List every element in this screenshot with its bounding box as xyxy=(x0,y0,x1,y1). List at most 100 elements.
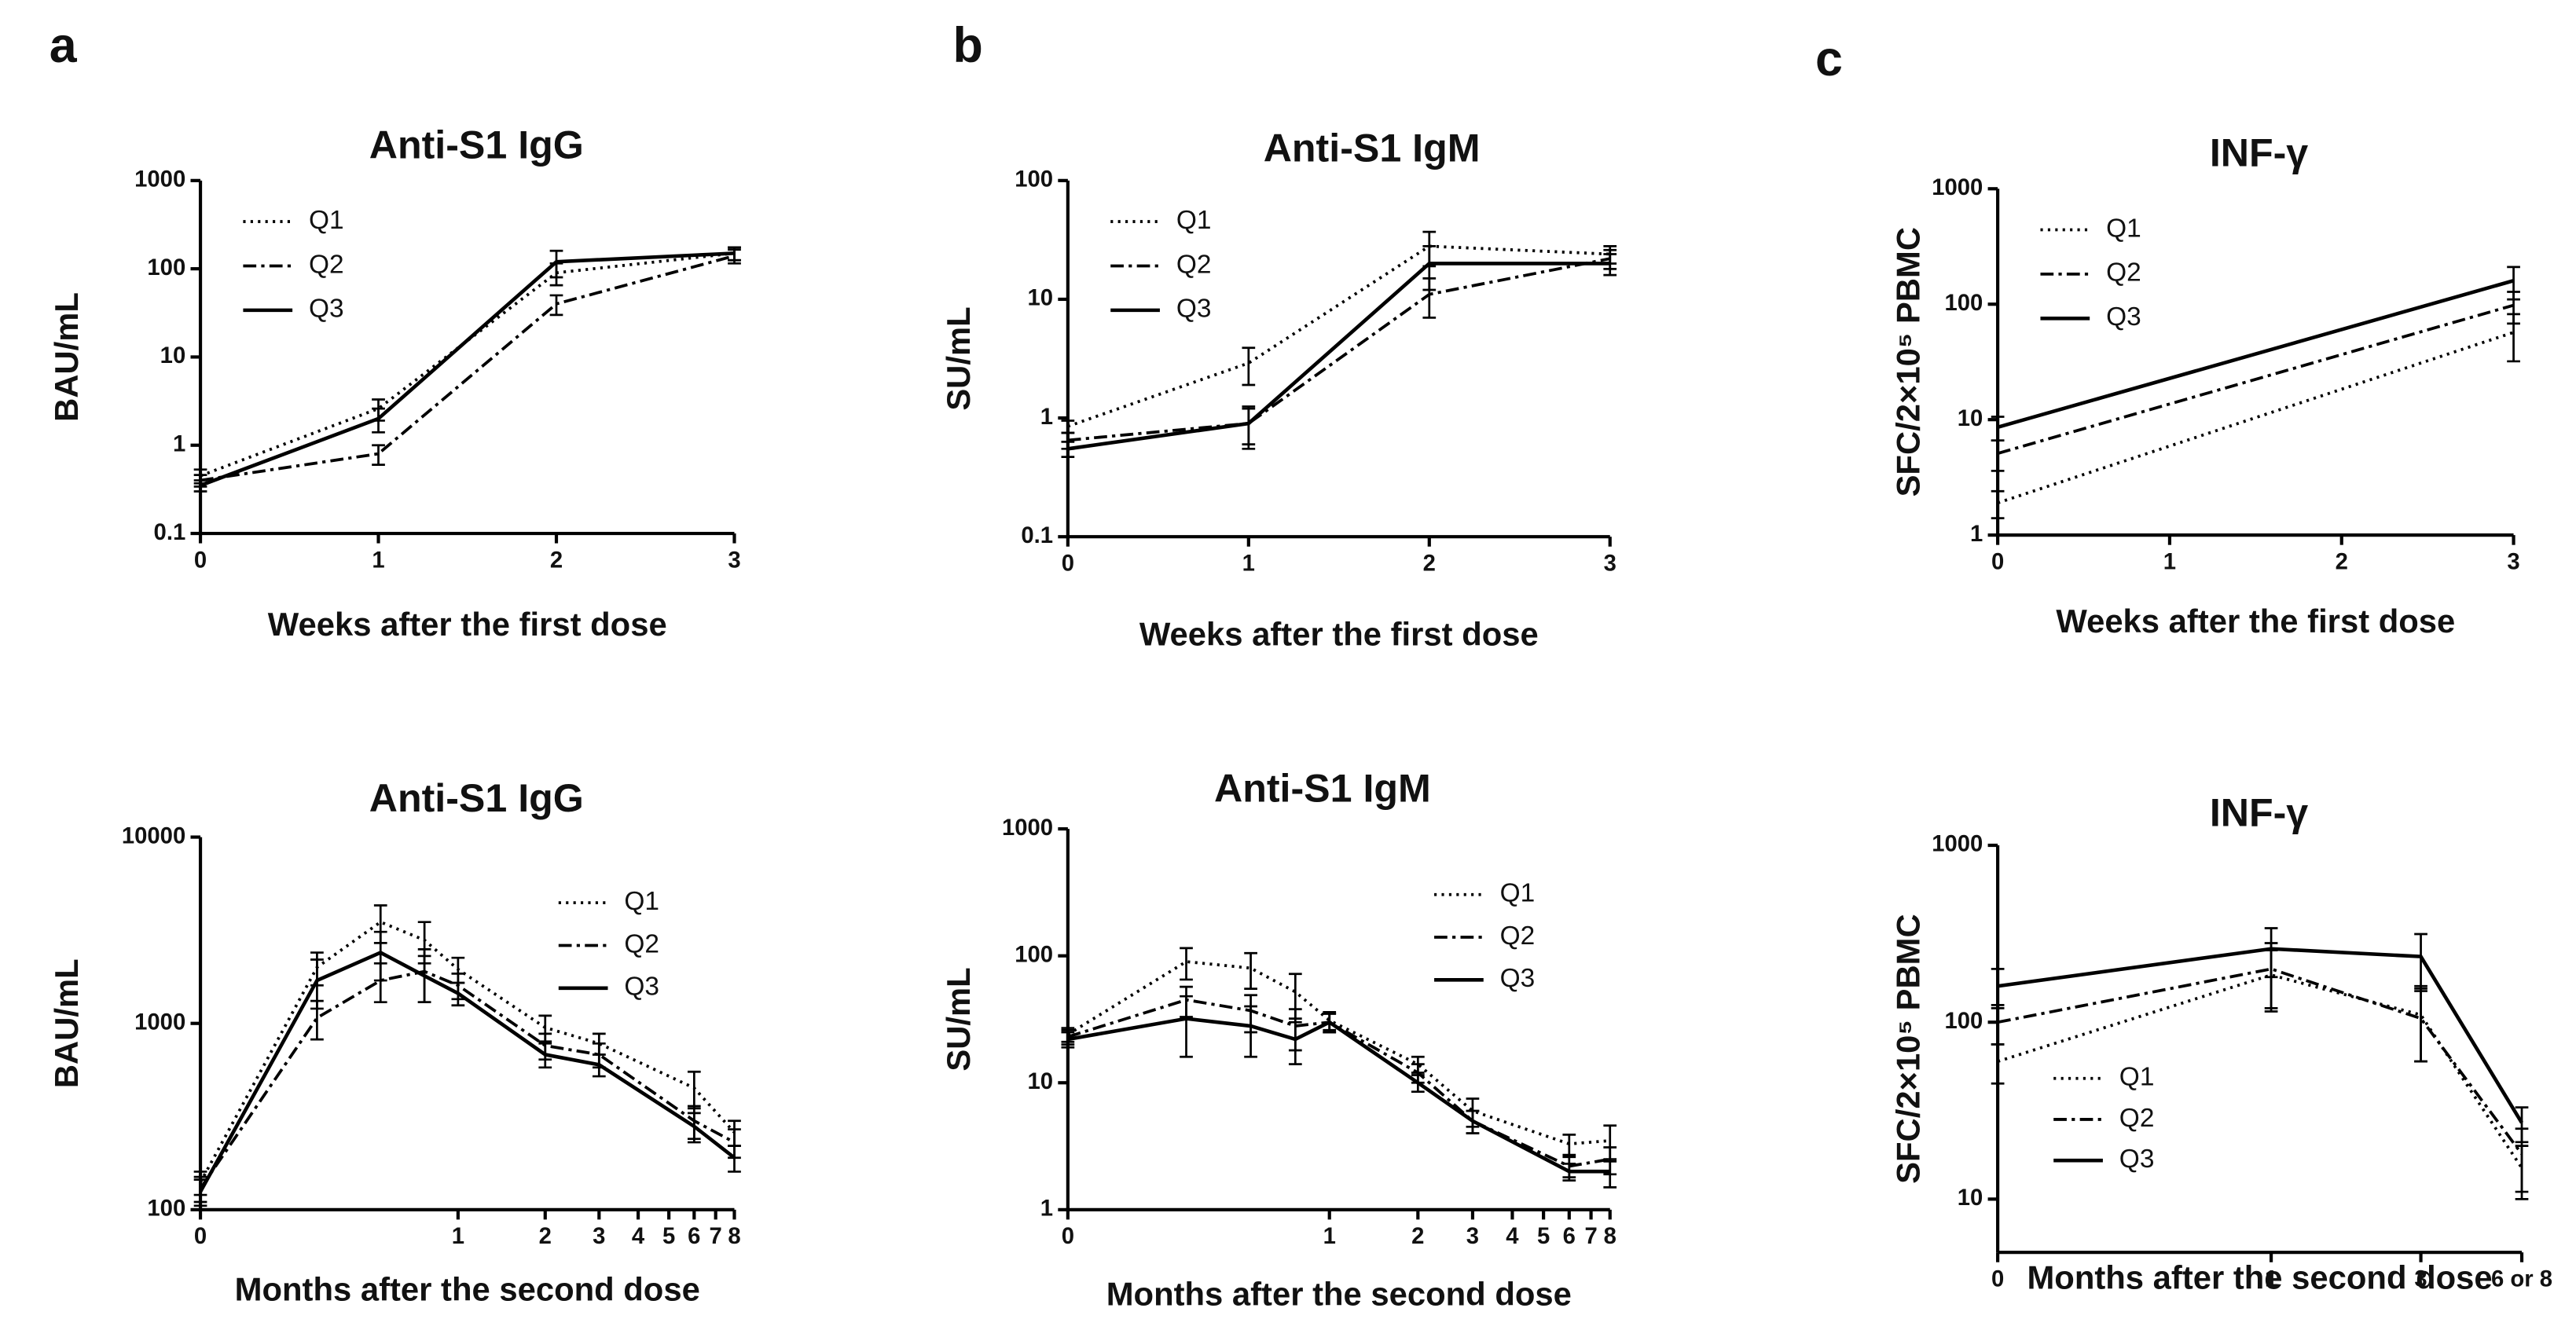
x-tick-label: 3 xyxy=(1604,551,1616,576)
series-line xyxy=(1997,947,2523,1124)
error-bar xyxy=(1242,407,1256,445)
y-tick-label: 100 xyxy=(1944,1009,1983,1034)
error-bar xyxy=(417,954,431,1004)
x-tick-label: 2 xyxy=(539,1224,552,1249)
series-line xyxy=(1997,331,2515,504)
error-bar xyxy=(1991,439,2005,472)
x-tick-label: 1 xyxy=(2163,549,2176,574)
x-tick-label: 0 xyxy=(194,1224,207,1249)
error-bar xyxy=(1180,995,1193,1058)
y-tick-label: 10 xyxy=(160,343,186,368)
x-tick-label: 6 or 8 xyxy=(2491,1266,2552,1292)
error-bar xyxy=(728,1145,741,1173)
x-tick-label: 0 xyxy=(1062,551,1074,576)
y-tick-label: 10 xyxy=(1958,1185,1983,1211)
x-tick-label: 3 xyxy=(1466,1224,1479,1249)
legend-label: Q1 xyxy=(309,206,344,235)
error-bar xyxy=(1242,346,1256,387)
error-bar xyxy=(1061,1031,1075,1049)
y-tick-label: 100 xyxy=(147,255,185,280)
x-axis-label: Months after the second dose xyxy=(235,1270,700,1307)
series-line xyxy=(200,254,735,482)
error-bar xyxy=(687,1112,701,1144)
error-bar xyxy=(1180,947,1193,981)
x-tick-label: 1 xyxy=(1242,551,1255,576)
chart-title: Anti-S1 IgM xyxy=(1264,126,1481,170)
x-tick-label: 6 xyxy=(688,1224,700,1249)
error-bar xyxy=(193,479,207,493)
x-tick-label: 1 xyxy=(372,548,384,573)
figure-body: a b c Anti-S1 IgG Weeks after the first d… xyxy=(48,18,2552,1312)
error-bar xyxy=(1288,1020,1302,1066)
y-axis-label: SU/mL xyxy=(940,967,977,1071)
error-bar xyxy=(1323,1013,1337,1034)
x-tick-label: 1 xyxy=(2265,1266,2277,1292)
x-tick-label: 3 xyxy=(2414,1266,2427,1292)
y-tick-label: 1 xyxy=(1040,1196,1053,1222)
legend-label: Q3 xyxy=(624,973,659,1002)
x-tick-label: 1 xyxy=(1323,1224,1336,1249)
legend-label: Q1 xyxy=(1176,206,1212,235)
y-tick-label: 1 xyxy=(173,431,185,456)
y-axis-label: SFC/2×10⁵ PBMC xyxy=(1889,914,1926,1183)
x-tick-label: 2 xyxy=(1411,1224,1424,1249)
error-bar xyxy=(1244,951,1257,991)
error-bar xyxy=(549,249,563,279)
x-tick-label: 0 xyxy=(1062,1224,1074,1249)
error-bar xyxy=(728,246,741,262)
x-tick-label: 0 xyxy=(1991,1266,2004,1292)
panel-label: b xyxy=(953,18,983,73)
y-tick-label: 10 xyxy=(1027,286,1053,311)
x-tick-label: 2 xyxy=(1423,551,1436,576)
series-line xyxy=(200,251,735,478)
error-bar xyxy=(2414,990,2427,1063)
y-tick-label: 0.1 xyxy=(154,520,186,545)
x-tick-label: 7 xyxy=(1584,1224,1597,1249)
error-bar xyxy=(1991,1042,2005,1085)
series-line xyxy=(200,251,735,488)
y-tick-label: 1000 xyxy=(134,1009,185,1035)
y-tick-label: 1000 xyxy=(1932,832,1983,857)
error-bar xyxy=(2264,927,2278,979)
error-bar xyxy=(1061,420,1075,434)
error-bar xyxy=(1422,245,1437,291)
error-bar xyxy=(538,1042,552,1069)
chart: INF-γ Weeks after the first dose SFC/2×10⁵… xyxy=(1889,131,2520,639)
x-tick-label: 2 xyxy=(2336,549,2348,574)
chart: Anti-S1 IgM Weeks after the first dose SU/… xyxy=(940,126,1617,653)
y-tick-label: 100 xyxy=(1015,167,1053,192)
x-tick-label: 4 xyxy=(1506,1224,1519,1249)
y-tick-label: 1 xyxy=(1040,405,1053,430)
series-line xyxy=(1997,303,2515,455)
y-tick-label: 10 xyxy=(1027,1069,1053,1094)
series-line xyxy=(1067,244,1610,428)
error-bar xyxy=(373,930,387,982)
error-bar xyxy=(1991,489,2005,520)
error-bar xyxy=(2507,266,2520,301)
y-tick-label: 10 xyxy=(1958,406,1983,431)
x-tick-label: 7 xyxy=(710,1224,722,1249)
x-axis-label: Months after the second dose xyxy=(1106,1276,1572,1313)
y-axis-label: SU/mL xyxy=(940,306,977,410)
error-bar xyxy=(592,1053,606,1078)
error-bar xyxy=(549,294,563,317)
legend-label: Q3 xyxy=(309,295,344,324)
y-tick-label: 1000 xyxy=(1932,175,1983,200)
x-tick-label: 3 xyxy=(2507,549,2519,574)
error-bar xyxy=(372,444,385,467)
chart: INF-γ Months after the second dose SFC/2×1… xyxy=(1889,791,2552,1296)
y-tick-label: 100 xyxy=(1944,291,1983,316)
legend-label: Q3 xyxy=(1500,964,1536,993)
panel-label: c xyxy=(1815,31,1843,86)
y-tick-label: 1 xyxy=(1970,522,1983,547)
legend-label: Q1 xyxy=(1500,879,1536,908)
series-line xyxy=(1067,1017,1610,1174)
legend-label: Q2 xyxy=(309,250,344,279)
error-bar xyxy=(1991,416,2005,442)
legend-label: Q1 xyxy=(2119,1063,2155,1092)
x-tick-label: 0 xyxy=(194,548,207,573)
legend-label: Q2 xyxy=(2106,258,2141,288)
series-line xyxy=(1067,262,1610,451)
error-bar xyxy=(193,1178,207,1207)
chart: Anti-S1 IgG Months after the second dose B… xyxy=(48,776,741,1307)
